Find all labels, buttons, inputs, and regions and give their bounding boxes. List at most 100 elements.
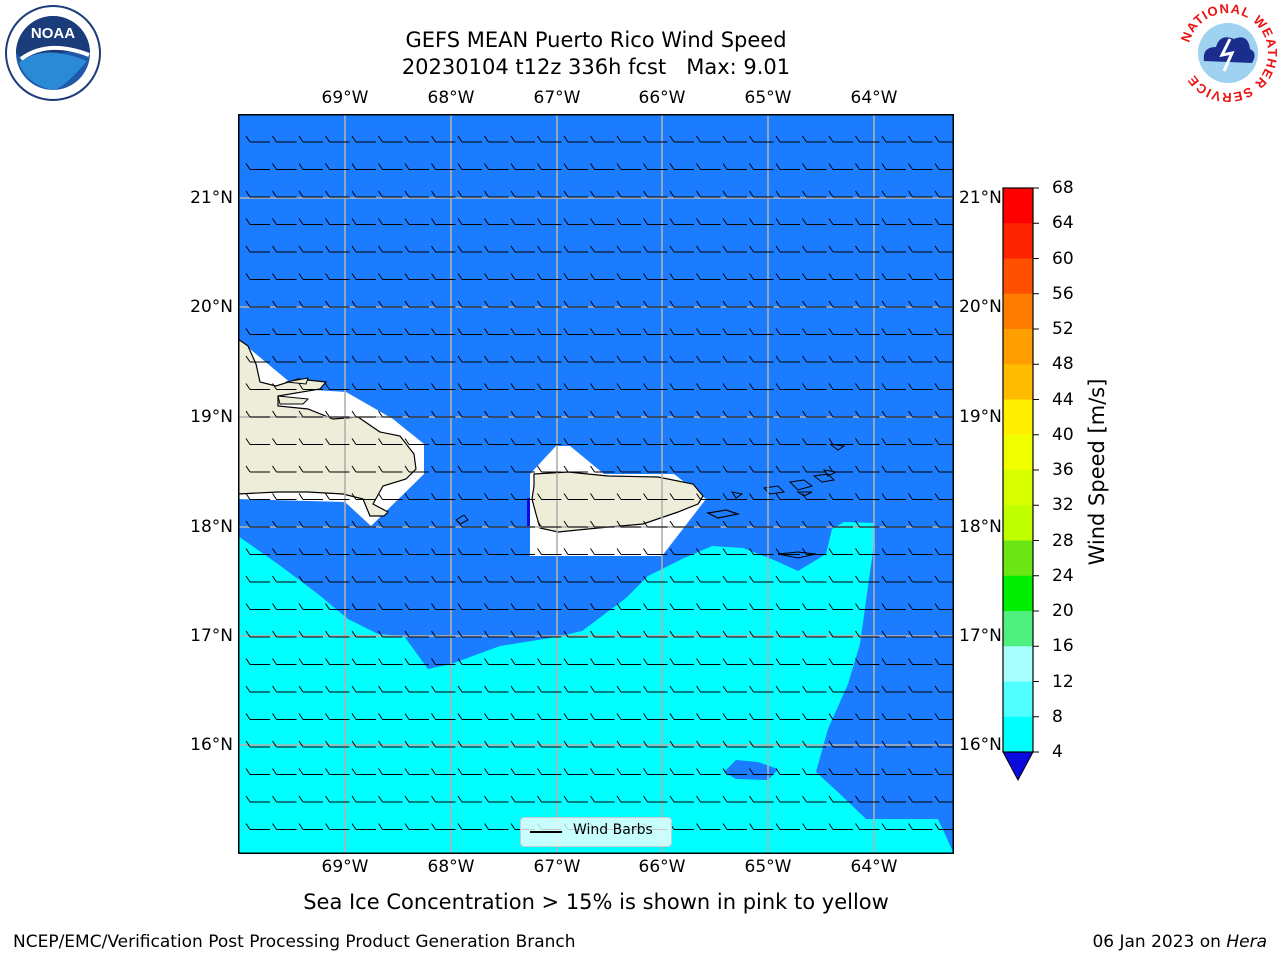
wind-barb [563,630,588,638]
wind-barb [378,713,403,720]
wind-barb [855,190,880,198]
wind-barb [431,135,456,143]
wind-barb [378,740,403,748]
wind-barb [298,740,323,748]
wind-barb [722,438,747,445]
lon-tick-top: 69°W [321,88,369,108]
wind-barb [616,493,641,500]
wind-barb [775,740,800,748]
lon-tick-top: 68°W [427,88,475,108]
wind-barb [298,355,323,363]
wind-barb [325,823,350,830]
lat-tick-left: 17°N [190,626,233,646]
wind-barb [775,135,800,143]
wind-barb [643,713,668,720]
wind-barb [802,410,827,418]
wind-barb [378,355,403,363]
wind-barb [537,328,562,335]
wind-barb [298,245,323,253]
wind-barb [722,493,747,500]
wind-barb [802,520,827,528]
lat-tick-right: 20°N [959,297,1002,317]
wind-barb [431,163,456,170]
wind-barb [563,713,588,720]
wind-barb [404,603,429,610]
wind-barb [934,658,954,665]
wind-barb [510,218,535,225]
wind-barb [510,630,535,638]
wind-barb [563,328,588,335]
wind-barb [484,548,509,555]
wind-barb [881,300,906,308]
wind-barb [431,823,456,830]
wind-barb [669,795,694,803]
wind-barb [881,823,906,830]
wind-barb [669,548,694,555]
wind-barb [245,410,270,418]
wind-barb [563,575,588,583]
wind-barb [669,328,694,335]
colorbar-tick-label: 44 [1052,389,1074,410]
wind-barb [934,300,954,308]
wind-barb [325,300,350,308]
wind-barb [378,190,403,198]
wind-barb [484,823,509,830]
wind-barb [404,768,429,775]
lat-tick-right: 21°N [959,188,1002,208]
colorbar-tick-label: 4 [1052,742,1063,762]
wind-barb [378,603,403,610]
wind-barb [696,795,721,803]
wind-barb [669,438,694,445]
wind-barb [245,823,270,830]
wind-barb [325,218,350,225]
wind-barb [616,300,641,308]
wind-barb [431,328,456,335]
wind-barb [272,245,297,253]
wind-barb [537,575,562,583]
wind-barb [696,823,721,830]
wind-barb [298,410,323,418]
wind-barb [908,135,933,143]
wind-barb [351,383,376,390]
wind-barb [563,163,588,170]
wind-barb [245,465,270,473]
wind-barb [431,190,456,198]
lat-tick-left: 19°N [190,407,233,427]
wind-barb [855,795,880,803]
wind-barb [616,740,641,748]
wind-barb [537,768,562,775]
wind-barb [404,135,429,143]
wind-barb [245,245,270,253]
wind-barb [908,685,933,693]
wind-barb [775,383,800,390]
wind-barb [828,328,853,335]
wind-barb [351,218,376,225]
wind-barb [722,740,747,748]
wind-barb [802,218,827,225]
wind-barb [749,273,774,280]
wind-barb [669,163,694,170]
wind-barb [431,493,456,500]
wind-barb [828,410,853,418]
wind-barb [696,190,721,198]
wind-barb [775,630,800,638]
wind-barb [643,658,668,665]
wind-barb [722,355,747,363]
wind-barb [351,163,376,170]
wind-barb [696,575,721,583]
wind-barb [404,383,429,390]
wind-barb [881,245,906,253]
wind-barb [272,273,297,280]
wind-barb [298,218,323,225]
wind-barb [378,383,403,390]
colorbar-block [1003,258,1033,295]
wind-barb [351,493,376,500]
wind-barb [325,685,350,693]
wind-barb [881,328,906,335]
colorbar-block [1003,470,1033,506]
wind-barb [908,493,933,500]
wind-barb [669,713,694,720]
wind-barb [510,795,535,803]
wind-barb [351,410,376,418]
wind-barb [908,713,933,720]
